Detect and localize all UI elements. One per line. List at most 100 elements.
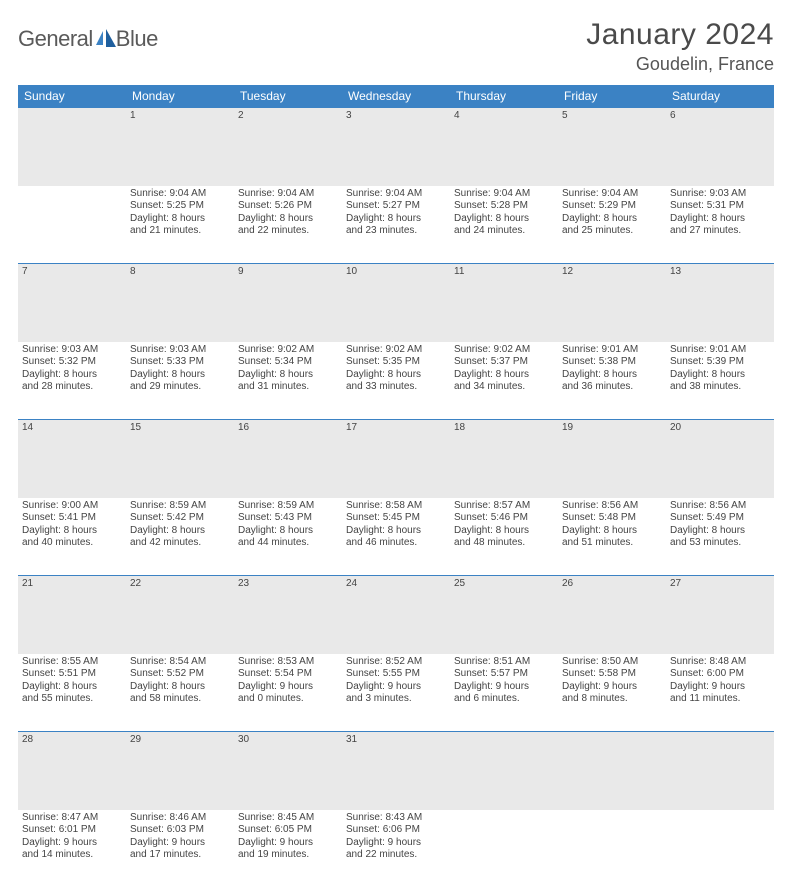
day-number: 27 <box>666 576 774 654</box>
day-cell: Sunrise: 8:59 AMSunset: 5:43 PMDaylight:… <box>234 498 342 576</box>
day-cell: Sunrise: 9:04 AMSunset: 5:29 PMDaylight:… <box>558 186 666 264</box>
day-cell: Sunrise: 9:03 AMSunset: 5:32 PMDaylight:… <box>18 342 126 420</box>
logo-sail-icon <box>96 31 103 45</box>
day-cell-line: Sunrise: 8:59 AM <box>238 500 338 513</box>
day-cell-line: Daylight: 8 hours <box>562 525 662 538</box>
day-cell-line: Sunrise: 8:48 AM <box>670 656 770 669</box>
day-number: 25 <box>450 576 558 654</box>
day-cell-line: Daylight: 8 hours <box>454 369 554 382</box>
weekday-header: Wednesday <box>342 85 450 108</box>
day-cell: Sunrise: 9:03 AMSunset: 5:33 PMDaylight:… <box>126 342 234 420</box>
day-cell-line: and 33 minutes. <box>346 381 446 394</box>
day-number: 24 <box>342 576 450 654</box>
day-cell-line: Daylight: 8 hours <box>346 213 446 226</box>
day-cell-line: Sunrise: 9:02 AM <box>454 344 554 357</box>
day-number: 13 <box>666 264 774 342</box>
day-cell-line: Sunset: 5:32 PM <box>22 356 122 369</box>
day-cell-line: Daylight: 9 hours <box>346 837 446 850</box>
day-cell-line: and 34 minutes. <box>454 381 554 394</box>
day-cell-line: and 17 minutes. <box>130 849 230 862</box>
day-number: 26 <box>558 576 666 654</box>
day-content-row: Sunrise: 9:03 AMSunset: 5:32 PMDaylight:… <box>18 342 774 420</box>
day-number: 15 <box>126 420 234 498</box>
day-number: 18 <box>450 420 558 498</box>
day-cell-line: Sunrise: 8:47 AM <box>22 812 122 825</box>
day-cell-line: Sunrise: 8:52 AM <box>346 656 446 669</box>
day-cell-line: Sunrise: 8:43 AM <box>346 812 446 825</box>
weekday-header: Thursday <box>450 85 558 108</box>
day-cell-line: Sunrise: 9:03 AM <box>22 344 122 357</box>
day-cell-line: and 28 minutes. <box>22 381 122 394</box>
day-cell-line: Daylight: 8 hours <box>670 213 770 226</box>
day-cell: Sunrise: 9:02 AMSunset: 5:35 PMDaylight:… <box>342 342 450 420</box>
day-cell-line: Daylight: 8 hours <box>22 525 122 538</box>
day-content-row: Sunrise: 8:55 AMSunset: 5:51 PMDaylight:… <box>18 654 774 732</box>
day-cell-line: Sunrise: 8:45 AM <box>238 812 338 825</box>
day-cell-line: Daylight: 9 hours <box>238 681 338 694</box>
day-number: 19 <box>558 420 666 498</box>
day-cell-line: Sunset: 5:45 PM <box>346 512 446 525</box>
day-number: 22 <box>126 576 234 654</box>
day-cell-line: Sunset: 5:39 PM <box>670 356 770 369</box>
day-cell-line: Sunrise: 9:01 AM <box>670 344 770 357</box>
day-cell-line: Sunrise: 8:58 AM <box>346 500 446 513</box>
day-cell <box>558 810 666 888</box>
day-cell-line: Sunrise: 9:04 AM <box>238 188 338 201</box>
day-cell: Sunrise: 9:02 AMSunset: 5:34 PMDaylight:… <box>234 342 342 420</box>
day-cell-line: and 38 minutes. <box>670 381 770 394</box>
day-cell-line: Sunrise: 8:53 AM <box>238 656 338 669</box>
day-cell-line: Daylight: 8 hours <box>346 369 446 382</box>
day-number: 10 <box>342 264 450 342</box>
day-cell-line: Daylight: 8 hours <box>130 525 230 538</box>
day-cell-line: Sunrise: 8:46 AM <box>130 812 230 825</box>
day-number: 2 <box>234 108 342 186</box>
day-number: 29 <box>126 732 234 810</box>
day-cell-line: Daylight: 8 hours <box>22 369 122 382</box>
day-number: 12 <box>558 264 666 342</box>
day-cell-line: Sunset: 6:03 PM <box>130 824 230 837</box>
day-number: 21 <box>18 576 126 654</box>
day-cell-line: Sunset: 5:29 PM <box>562 200 662 213</box>
day-cell-line: and 22 minutes. <box>346 849 446 862</box>
day-cell-line: Sunrise: 9:04 AM <box>346 188 446 201</box>
day-cell-line: and 40 minutes. <box>22 537 122 550</box>
day-cell-line: Daylight: 8 hours <box>562 369 662 382</box>
day-number <box>558 732 666 810</box>
day-number: 5 <box>558 108 666 186</box>
title-block: January 2024 Goudelin, France <box>586 18 774 75</box>
day-cell: Sunrise: 8:57 AMSunset: 5:46 PMDaylight:… <box>450 498 558 576</box>
day-cell: Sunrise: 8:54 AMSunset: 5:52 PMDaylight:… <box>126 654 234 732</box>
day-cell: Sunrise: 8:53 AMSunset: 5:54 PMDaylight:… <box>234 654 342 732</box>
day-cell-line: and 8 minutes. <box>562 693 662 706</box>
day-cell-line: and 11 minutes. <box>670 693 770 706</box>
day-cell-line: Sunset: 5:46 PM <box>454 512 554 525</box>
day-cell-line: Daylight: 8 hours <box>238 525 338 538</box>
day-cell-line: Sunset: 5:58 PM <box>562 668 662 681</box>
day-cell-line: Sunset: 5:37 PM <box>454 356 554 369</box>
day-cell-line: Daylight: 9 hours <box>238 837 338 850</box>
day-number: 4 <box>450 108 558 186</box>
day-cell-line: Sunset: 5:41 PM <box>22 512 122 525</box>
day-cell-line: and 31 minutes. <box>238 381 338 394</box>
day-cell-line: and 23 minutes. <box>346 225 446 238</box>
day-cell-line: Sunrise: 8:54 AM <box>130 656 230 669</box>
day-number: 16 <box>234 420 342 498</box>
day-cell: Sunrise: 9:00 AMSunset: 5:41 PMDaylight:… <box>18 498 126 576</box>
day-cell-line: Sunrise: 9:04 AM <box>562 188 662 201</box>
day-cell-line: and 0 minutes. <box>238 693 338 706</box>
day-cell: Sunrise: 8:56 AMSunset: 5:48 PMDaylight:… <box>558 498 666 576</box>
day-cell-line: and 36 minutes. <box>562 381 662 394</box>
day-cell: Sunrise: 9:01 AMSunset: 5:38 PMDaylight:… <box>558 342 666 420</box>
day-cell: Sunrise: 8:58 AMSunset: 5:45 PMDaylight:… <box>342 498 450 576</box>
month-title: January 2024 <box>586 18 774 52</box>
day-cell: Sunrise: 8:56 AMSunset: 5:49 PMDaylight:… <box>666 498 774 576</box>
day-cell-line: and 6 minutes. <box>454 693 554 706</box>
weekday-header: Monday <box>126 85 234 108</box>
weekday-header: Saturday <box>666 85 774 108</box>
day-cell-line: Daylight: 9 hours <box>562 681 662 694</box>
day-cell: Sunrise: 8:48 AMSunset: 6:00 PMDaylight:… <box>666 654 774 732</box>
day-cell-line: Daylight: 8 hours <box>130 369 230 382</box>
day-cell-line: Daylight: 8 hours <box>130 681 230 694</box>
day-cell-line: and 22 minutes. <box>238 225 338 238</box>
day-cell-line: Sunset: 5:34 PM <box>238 356 338 369</box>
